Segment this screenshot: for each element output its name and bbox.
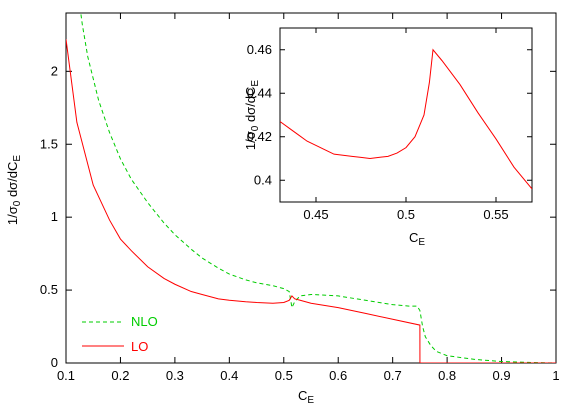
inset-background — [280, 28, 532, 202]
legend-nlo-label: NLO — [131, 314, 158, 329]
svg-text:1/σ0 dσ/dCE: 1/σ0 dσ/dCE — [5, 155, 23, 226]
main-y-tick-label: 1.5 — [40, 136, 58, 151]
inset-y-tick-label: 0.42 — [247, 129, 272, 144]
main-y-tick-label: 2 — [51, 63, 58, 78]
main-x-tick-label: 0.6 — [329, 368, 347, 383]
main-x-tick-label: 0.4 — [220, 368, 238, 383]
main-series-nlo-line — [80, 13, 556, 363]
inset-y-tick-label: 0.46 — [247, 42, 272, 57]
main-x-axis-label: CE — [298, 388, 314, 406]
main-x-tick-label: 0.7 — [384, 368, 402, 383]
svg-text:1/σ0 dσ/dCE: 1/σ0 dσ/dCE — [243, 80, 261, 151]
main-x-tick-label: 0.8 — [438, 368, 456, 383]
inset-x-tick-label: 0.45 — [303, 207, 328, 222]
main-x-tick-label: 0.9 — [493, 368, 511, 383]
main-series-lo-line — [66, 39, 556, 363]
inset-axis-ticks: 0.45 0.5 0.55 0.4 0.42 0.44 0.46 — [247, 28, 532, 222]
main-axis-ticks: 0.1 0.2 0.3 0.4 0.5 0.6 0.7 0.8 0.9 1 0 0.5 1 1.5 2 — [40, 13, 560, 383]
main-plot-frame — [65, 12, 557, 364]
main-y-tick-label: 0.5 — [40, 282, 58, 297]
main-x-tick-label: 0.3 — [166, 368, 184, 383]
main-x-tick-label: 1 — [552, 368, 559, 383]
inset-x-axis-label: CE — [409, 230, 425, 248]
main-x-tick-label: 0.5 — [275, 368, 293, 383]
inset-y-axis-label: 1/σ0 dσ/dCE — [243, 80, 261, 151]
inset-x-tick-label: 0.55 — [483, 207, 508, 222]
inset-x-tick-label: 0.5 — [397, 207, 415, 222]
inset-y-tick-label: 0.44 — [247, 85, 272, 100]
main-y-tick-label: 0 — [51, 355, 58, 370]
inset-series-group — [280, 48, 532, 190]
main-x-tick-label: 0.1 — [57, 368, 75, 383]
main-y-axis-label: 1/σ0 dσ/dCE — [5, 155, 23, 226]
main-y-tick-label: 1 — [51, 209, 58, 224]
inset-y-tick-label: 0.4 — [254, 172, 272, 187]
legend: NLO LO — [82, 314, 158, 354]
legend-lo-label: LO — [131, 339, 148, 354]
inset-series-0-line — [280, 48, 532, 190]
main-x-tick-label: 0.2 — [111, 368, 129, 383]
main-series-group — [66, 13, 556, 363]
